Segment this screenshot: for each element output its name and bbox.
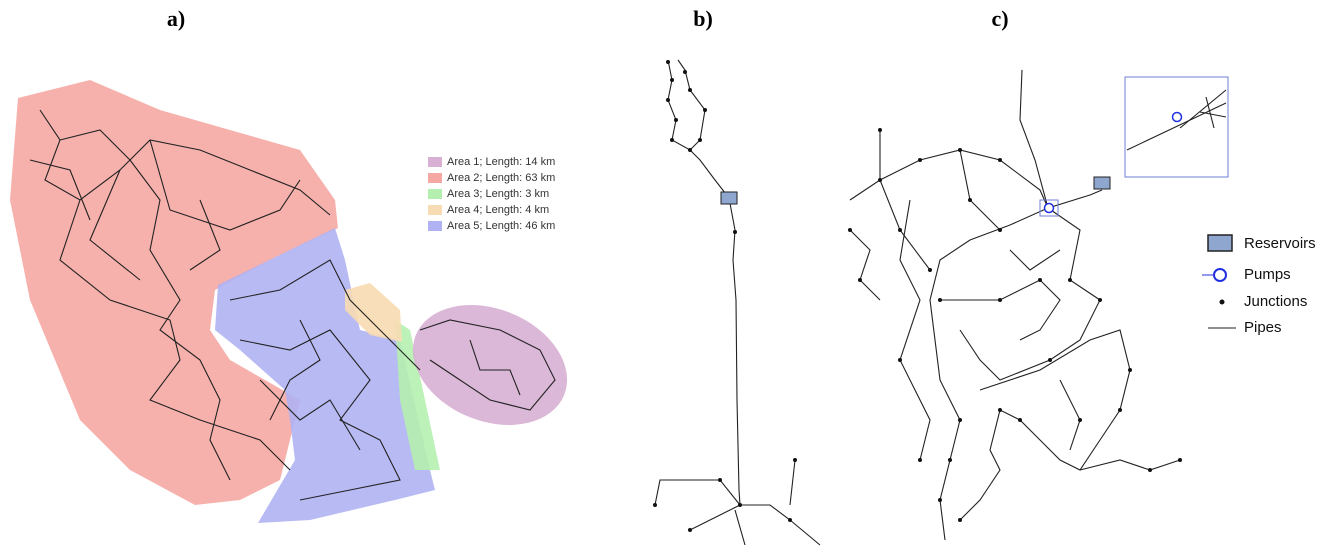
panel-label: a) — [167, 6, 185, 31]
legend-label: Pumps — [1244, 266, 1291, 283]
reservoir — [721, 192, 737, 204]
legend-label: Area 3; Length: 3 km — [447, 188, 549, 200]
network-c — [848, 70, 1228, 540]
reservoir — [1094, 177, 1110, 189]
legend-swatch — [428, 205, 442, 215]
legend-swatch — [428, 173, 442, 183]
legend-label: Reservoirs — [1244, 235, 1316, 252]
pump — [1173, 113, 1182, 122]
area-map — [10, 80, 585, 523]
junctions — [653, 60, 797, 532]
legend-label: Area 5; Length: 46 km — [447, 220, 555, 232]
pump — [1045, 204, 1054, 213]
reservoir-symbol — [1208, 235, 1232, 251]
legend-label: Area 4; Length: 4 km — [447, 204, 549, 216]
legend-swatch — [428, 189, 442, 199]
figure: a) b) c) Area 1; Length: 14 km Area 2; Le… — [0, 0, 1336, 555]
panel-label: c) — [991, 6, 1008, 31]
legend: Area 1; Length: 14 km Area 2; Length: 63 … — [428, 156, 555, 232]
legend-label: Area 1; Length: 14 km — [447, 156, 555, 168]
panel-label: b) — [693, 6, 713, 31]
legend-label: Area 2; Length: 63 km — [447, 172, 555, 184]
legend-label: Pipes — [1244, 319, 1282, 336]
pipes — [655, 60, 820, 545]
legend: Reservoirs Pumps Junctions Pipes — [1202, 235, 1316, 336]
legend-swatch — [428, 221, 442, 231]
network-b — [653, 60, 820, 545]
junctions — [848, 128, 1182, 522]
pump-symbol — [1214, 269, 1226, 281]
junction-symbol — [1220, 300, 1225, 305]
legend-label: Junctions — [1244, 293, 1307, 310]
legend-swatch — [428, 157, 442, 167]
